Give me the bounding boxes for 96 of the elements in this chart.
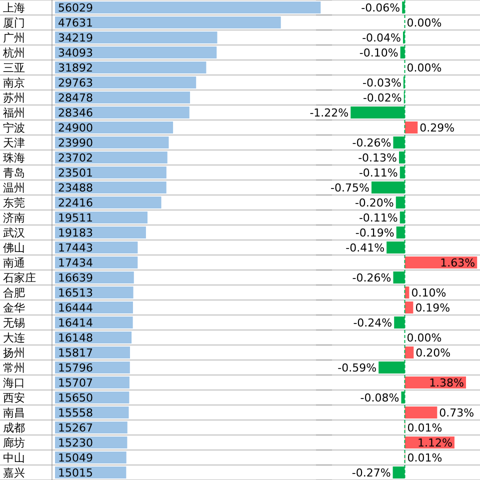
data-label: -0.03% bbox=[362, 76, 402, 90]
data-label: -0.11% bbox=[358, 166, 398, 180]
y-tick-label: 上海 bbox=[3, 2, 25, 14]
data-label: 23702 bbox=[58, 152, 93, 164]
data-label: 34093 bbox=[58, 46, 93, 60]
data-label: -0.20% bbox=[354, 196, 394, 210]
data-label: 0.10% bbox=[411, 286, 446, 300]
data-label: 16639 bbox=[58, 272, 93, 284]
data-label: -0.26% bbox=[352, 272, 392, 284]
y-tick-label: 厦门 bbox=[3, 16, 25, 30]
y-tick-label: 福州 bbox=[3, 106, 25, 120]
data-label: 15267 bbox=[58, 422, 93, 434]
data-label: 0.00% bbox=[406, 16, 442, 30]
data-label: 0.00% bbox=[406, 62, 442, 74]
y-tick-label: 天津 bbox=[3, 136, 25, 150]
data-label: 0.73% bbox=[439, 406, 474, 420]
data-label: 0.01% bbox=[407, 452, 442, 464]
data-label: 16414 bbox=[58, 316, 93, 330]
data-label: -0.06% bbox=[361, 2, 400, 14]
data-label: -0.41% bbox=[346, 242, 385, 254]
y-tick-label: 金华 bbox=[3, 302, 25, 314]
data-label: -0.02% bbox=[362, 92, 402, 104]
data-label: 1.38% bbox=[429, 376, 464, 390]
data-label: 15230 bbox=[58, 436, 93, 450]
data-label: 0.29% bbox=[420, 122, 455, 134]
y-tick-label: 南昌 bbox=[3, 406, 25, 420]
data-label: 16148 bbox=[58, 332, 93, 344]
y-tick-label: 武汉 bbox=[3, 226, 25, 240]
data-label: 24900 bbox=[58, 122, 93, 134]
data-label: -0.59% bbox=[338, 362, 377, 374]
data-label: -0.27% bbox=[352, 466, 391, 480]
data-label: -1.22% bbox=[310, 106, 349, 120]
data-label: 0.00% bbox=[406, 332, 442, 344]
data-label: 19183 bbox=[58, 226, 93, 240]
data-label: -0.13% bbox=[358, 152, 397, 164]
y-tick-label: 南京 bbox=[3, 76, 25, 90]
y-tick-label: 扬州 bbox=[3, 346, 25, 360]
data-label: 23990 bbox=[58, 136, 93, 150]
y-tick-label: 成都 bbox=[3, 422, 25, 434]
data-label: -0.08% bbox=[360, 392, 400, 404]
data-label: -0.10% bbox=[359, 46, 398, 60]
y-tick-label: 合肥 bbox=[3, 286, 25, 300]
y-tick-label: 济南 bbox=[3, 212, 25, 224]
y-tick-label: 苏州 bbox=[3, 92, 25, 104]
data-label: 15650 bbox=[58, 392, 93, 404]
data-label: 15817 bbox=[58, 346, 93, 360]
y-tick-label: 中山 bbox=[3, 452, 25, 464]
y-tick-label: 杭州 bbox=[2, 46, 25, 60]
y-tick-label: 无锡 bbox=[3, 316, 25, 330]
data-label: 31892 bbox=[58, 62, 93, 74]
y-tick-label: 石家庄 bbox=[3, 272, 36, 284]
data-label: 29763 bbox=[58, 76, 93, 90]
data-label: 17443 bbox=[58, 242, 93, 254]
y-tick-label: 常州 bbox=[3, 362, 25, 374]
y-tick-label: 海口 bbox=[3, 376, 25, 390]
y-tick-label: 温州 bbox=[3, 182, 25, 194]
y-tick-label: 东莞 bbox=[3, 196, 25, 210]
data-label: 15707 bbox=[58, 376, 93, 390]
y-tick-label: 西安 bbox=[3, 392, 25, 404]
y-tick-label: 南通 bbox=[3, 256, 25, 270]
data-label: 0.19% bbox=[415, 302, 450, 314]
data-label: 23501 bbox=[58, 166, 93, 180]
data-label: -0.19% bbox=[355, 226, 394, 240]
data-label: 23488 bbox=[58, 182, 93, 194]
y-tick-label: 大连 bbox=[3, 332, 25, 344]
y-tick-label: 嘉兴 bbox=[3, 466, 25, 480]
data-label: 15049 bbox=[58, 452, 93, 464]
data-label: 28478 bbox=[58, 92, 93, 104]
data-label: 15015 bbox=[58, 466, 93, 480]
y-tick-label: 广州 bbox=[3, 32, 25, 44]
data-label: 17434 bbox=[58, 256, 93, 270]
data-label: 19511 bbox=[58, 212, 93, 224]
data-label: -0.11% bbox=[358, 212, 398, 224]
data-label: 47631 bbox=[58, 16, 93, 30]
data-label: 56029 bbox=[58, 2, 93, 14]
data-label: 15796 bbox=[58, 362, 93, 374]
data-label: 34219 bbox=[58, 32, 93, 44]
data-label: 1.12% bbox=[418, 436, 452, 450]
data-label: 16513 bbox=[58, 286, 93, 300]
y-tick-label: 三亚 bbox=[3, 62, 25, 74]
y-tick-label: 青岛 bbox=[3, 166, 25, 180]
data-label: -0.26% bbox=[352, 136, 392, 150]
data-label: -0.75% bbox=[330, 182, 370, 194]
data-label: 0.01% bbox=[407, 422, 442, 434]
data-label: 28346 bbox=[58, 106, 93, 120]
data-label: 16444 bbox=[58, 302, 93, 314]
data-label: 22416 bbox=[58, 196, 93, 210]
data-label: 1.63% bbox=[440, 256, 476, 270]
y-tick-label: 宁波 bbox=[3, 122, 25, 134]
data-label: 15558 bbox=[58, 406, 93, 420]
y-tick-label: 佛山 bbox=[3, 242, 25, 254]
y-tick-label: 珠海 bbox=[3, 152, 25, 164]
data-label: -0.04% bbox=[362, 32, 401, 44]
data-label: 0.20% bbox=[416, 346, 451, 360]
y-tick-label: 廊坊 bbox=[3, 436, 25, 450]
data-label: -0.24% bbox=[353, 316, 392, 330]
